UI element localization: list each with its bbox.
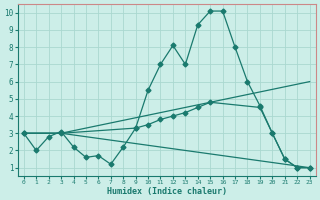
X-axis label: Humidex (Indice chaleur): Humidex (Indice chaleur) [107,187,227,196]
